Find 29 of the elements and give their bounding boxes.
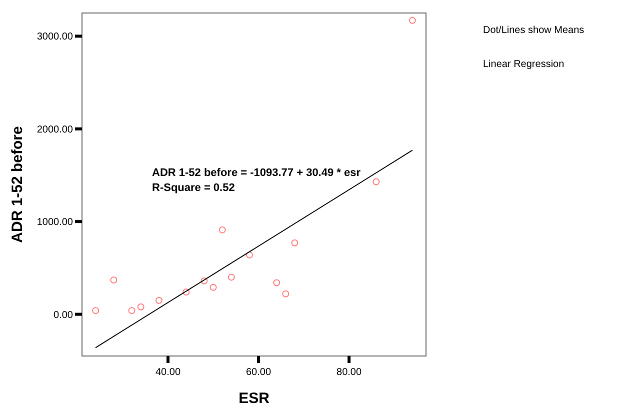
point xyxy=(92,307,100,314)
point xyxy=(291,239,298,246)
point xyxy=(210,284,217,291)
point xyxy=(228,274,235,281)
point xyxy=(273,279,280,286)
text: Linear Regression xyxy=(483,59,564,70)
text: Dot/Lines show Means xyxy=(483,25,584,36)
annotation: ADR 1-52 before = -1093.77 + 30.49 * esr xyxy=(152,167,362,179)
x-tick-label: 40.00 xyxy=(155,367,181,378)
point xyxy=(282,290,290,298)
point xyxy=(408,16,416,24)
x-tick-label: 60.00 xyxy=(246,367,272,378)
annotation: R-Square = 0.52 xyxy=(152,182,235,194)
point xyxy=(372,178,380,186)
point xyxy=(182,288,190,296)
x-axis-title: ESR xyxy=(238,390,270,407)
y-tick-label: 3000.00 xyxy=(36,32,74,43)
x-tick-label: 80.00 xyxy=(336,367,362,378)
y-axis-title: ADR 1-52 before xyxy=(9,126,26,243)
point xyxy=(246,251,253,258)
point xyxy=(155,296,162,304)
point xyxy=(128,307,136,314)
y-tick-label: 1000.00 xyxy=(36,217,74,228)
y-tick-label: 2000.00 xyxy=(36,124,74,136)
point xyxy=(218,226,226,234)
point xyxy=(200,277,208,284)
y-tick-label: 0.00 xyxy=(54,310,74,321)
point xyxy=(110,276,118,284)
point xyxy=(137,303,144,310)
